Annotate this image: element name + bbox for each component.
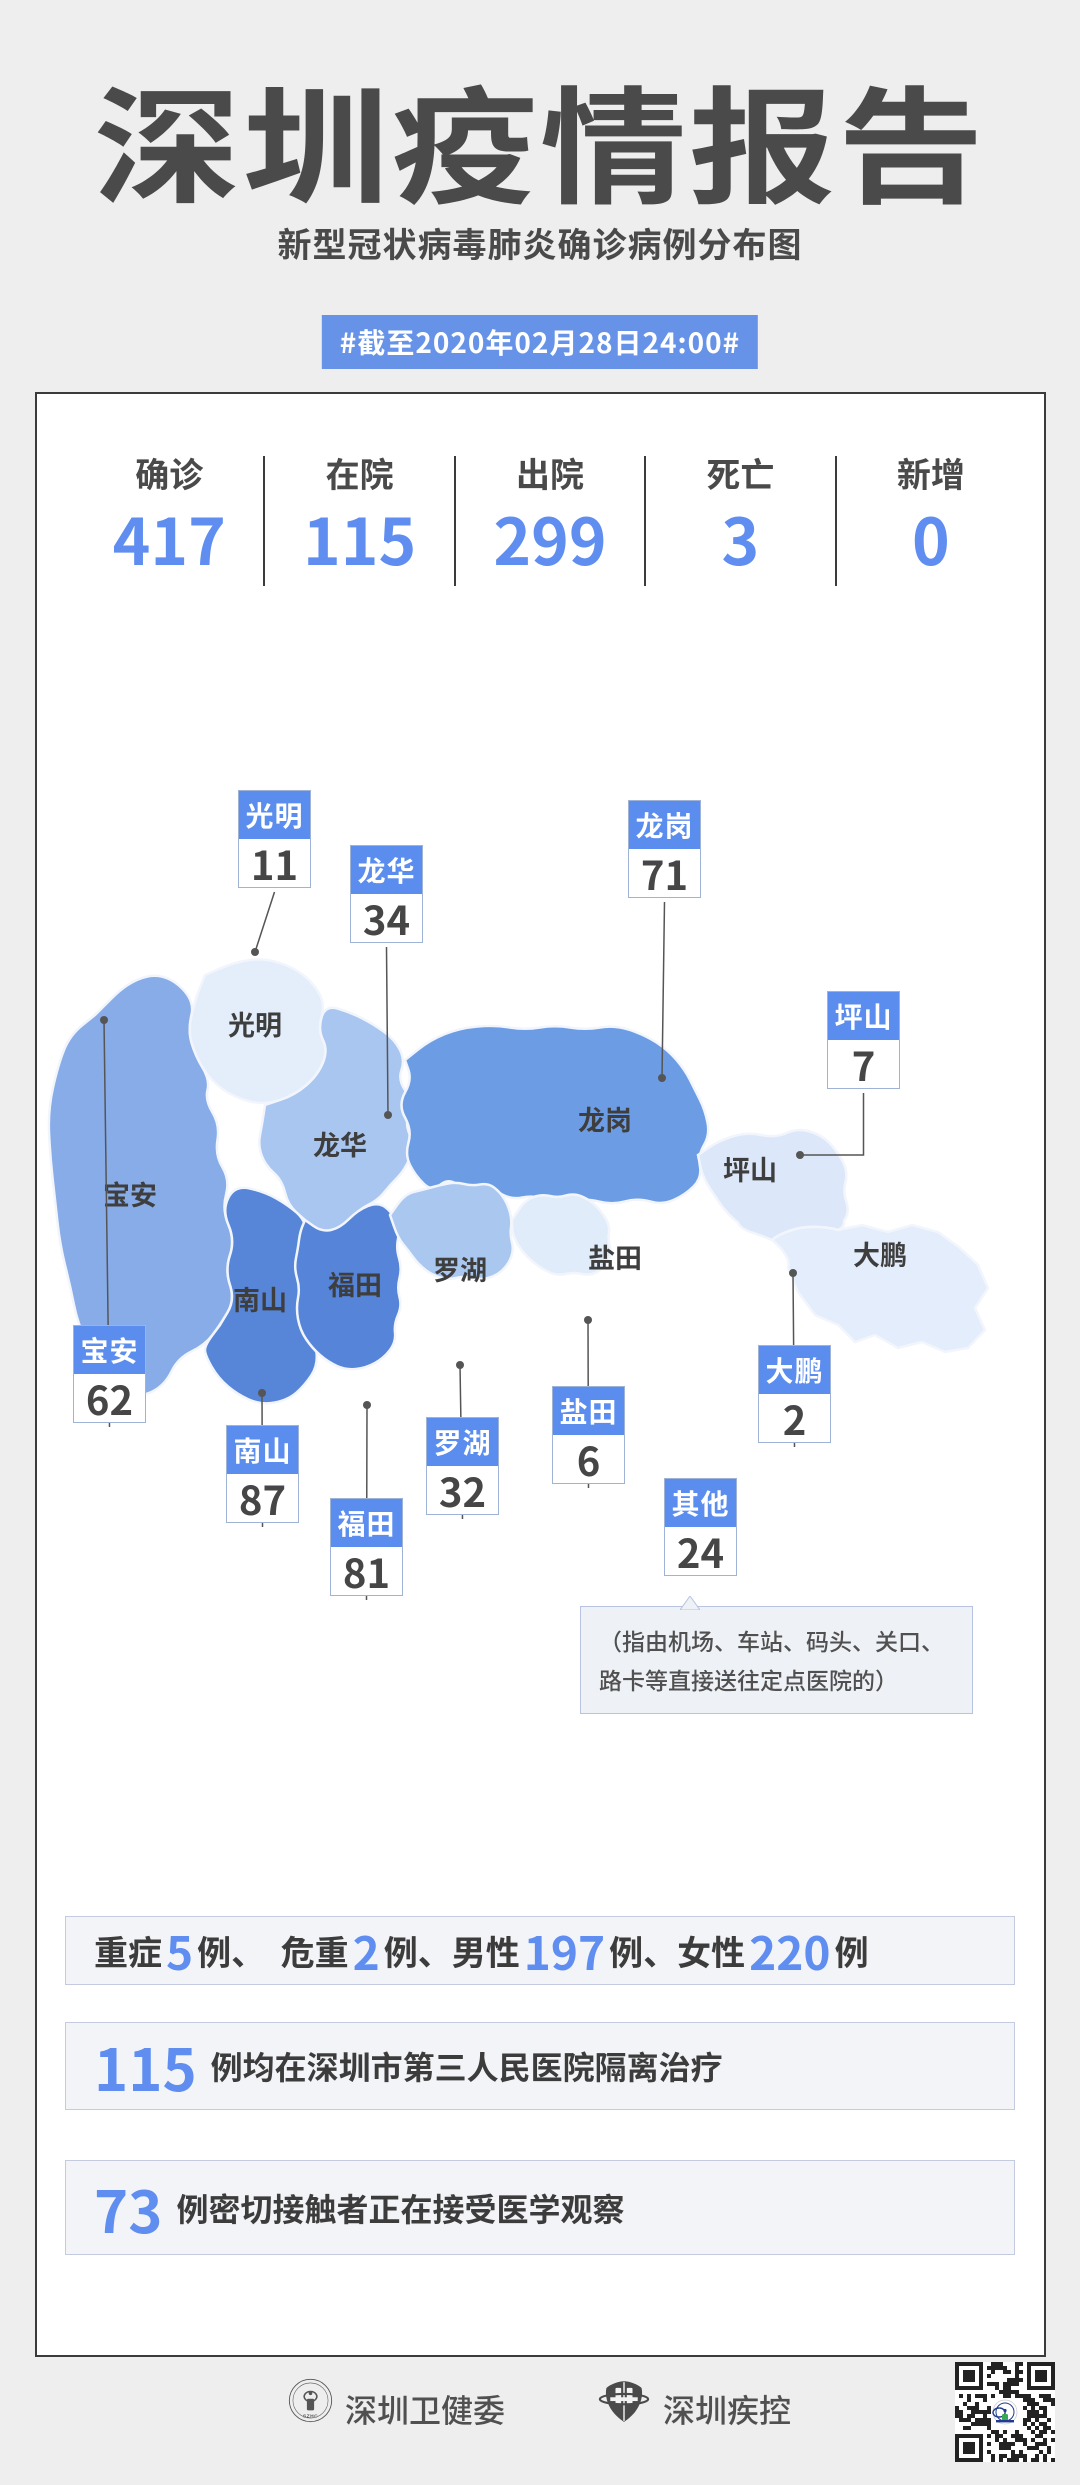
svg-text:坪山: 坪山 (723, 1149, 777, 1188)
svg-text:大鹏: 大鹏 (853, 1234, 907, 1273)
svg-text:罗湖: 罗湖 (433, 1249, 487, 1288)
svg-text:宝安: 宝安 (103, 1174, 157, 1213)
svg-text:SZHC: SZHC (303, 2414, 318, 2420)
svg-text:福田: 福田 (328, 1264, 382, 1303)
svg-text:龙岗: 龙岗 (578, 1099, 632, 1138)
svg-text:光明: 光明 (228, 1004, 282, 1043)
svg-text:南山: 南山 (233, 1279, 287, 1318)
svg-text:龙华: 龙华 (313, 1124, 367, 1163)
svg-text:盐田: 盐田 (588, 1237, 642, 1276)
